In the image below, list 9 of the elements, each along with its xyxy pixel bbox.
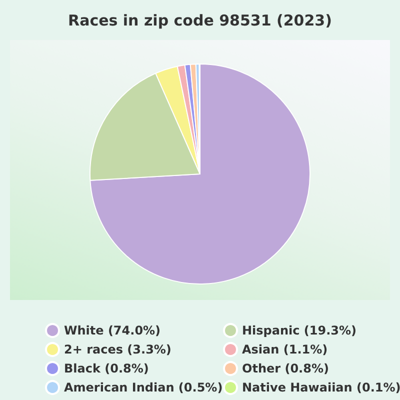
legend-label: Native Hawaiian (0.1%) bbox=[242, 380, 400, 394]
legend-label: Other (0.8%) bbox=[242, 362, 329, 376]
legend-label: Asian (1.1%) bbox=[242, 342, 328, 356]
legend-label: American Indian (0.5%) bbox=[64, 380, 223, 394]
legend-label: White (74.0%) bbox=[64, 324, 161, 338]
legend-label: Black (0.8%) bbox=[64, 362, 149, 376]
legend-label: 2+ races (3.3%) bbox=[64, 342, 172, 356]
chart-title: Races in zip code 98531 (2023) bbox=[68, 12, 332, 30]
legend-label: Hispanic (19.3%) bbox=[242, 324, 357, 338]
